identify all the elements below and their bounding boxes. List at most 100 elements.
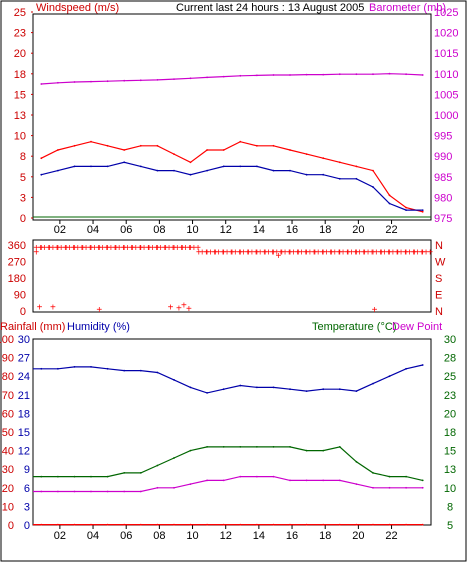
series-point xyxy=(355,165,358,168)
temp-y-tick-label: 28 xyxy=(444,353,456,365)
series-point xyxy=(372,523,374,526)
humidity-y-tick-label: 21 xyxy=(18,390,30,402)
dir-point: + xyxy=(179,243,185,254)
wind-y-tick-label: 13 xyxy=(14,110,26,122)
wind-x-tick-label: 08 xyxy=(153,224,165,236)
dir-point: + xyxy=(183,243,189,254)
dir-point: + xyxy=(232,247,238,258)
dir-point: + xyxy=(96,243,102,254)
baro-y-tick-label: 1010 xyxy=(434,69,458,81)
series-point xyxy=(355,460,358,463)
series-point xyxy=(355,390,358,392)
dir-point: + xyxy=(62,243,68,254)
dir-point: + xyxy=(279,247,285,258)
series-point xyxy=(123,472,126,474)
series-point xyxy=(139,490,142,493)
series-point xyxy=(372,486,374,489)
series-point xyxy=(173,78,175,80)
series-point xyxy=(156,486,159,489)
dir-point: + xyxy=(395,247,401,258)
humidity-label: Humidity (%) xyxy=(67,321,130,333)
dir-point: + xyxy=(286,247,292,258)
series-point xyxy=(222,523,225,526)
series-point xyxy=(173,457,175,459)
dir-point: + xyxy=(419,247,425,258)
dir-point: + xyxy=(87,243,93,254)
baro-y-tick-label: 980 xyxy=(434,192,452,204)
series-point xyxy=(372,472,374,474)
series-point xyxy=(421,74,424,76)
dir-point: + xyxy=(403,247,409,258)
series-point xyxy=(106,523,109,526)
dir-point: + xyxy=(337,247,343,258)
temp-y-tick-label: 25 xyxy=(444,371,456,383)
dir-point: + xyxy=(79,243,85,254)
dir-point: + xyxy=(162,243,168,254)
series-point xyxy=(73,366,76,368)
dir-point: + xyxy=(221,247,227,258)
series-point xyxy=(206,392,209,394)
baro-y-tick-label: 990 xyxy=(434,151,452,163)
dir-point: + xyxy=(171,243,177,254)
dir-point: + xyxy=(146,243,152,254)
series-point xyxy=(305,73,308,76)
series-point xyxy=(421,364,424,366)
series-point xyxy=(189,483,192,485)
wind-x-tick-label: 18 xyxy=(319,224,331,236)
dir-point: + xyxy=(402,247,408,258)
series-point xyxy=(322,479,325,482)
baro-y-tick-label: 1015 xyxy=(434,48,458,60)
dir-point: + xyxy=(427,247,433,258)
dir-point: + xyxy=(237,247,243,258)
wind-y-tick-label: 0 xyxy=(20,213,26,225)
temp-y-tick-label: 13 xyxy=(444,464,456,476)
wind-x-tick-label: 10 xyxy=(186,224,198,236)
series-point xyxy=(338,388,341,391)
series-point xyxy=(338,161,341,164)
series-point xyxy=(405,367,407,370)
dir-point: + xyxy=(130,243,136,254)
series-point xyxy=(173,523,175,526)
series-point xyxy=(372,382,374,385)
wind-x-tick-label: 22 xyxy=(385,224,397,236)
series-point xyxy=(106,80,109,83)
series-point xyxy=(57,490,59,493)
dir-point: + xyxy=(54,243,60,254)
dir-point: + xyxy=(104,243,110,254)
temp-y-tick-label: 18 xyxy=(444,427,456,439)
dir-point: + xyxy=(220,247,226,258)
series-point xyxy=(322,388,325,391)
wind-y-tick-label: 23 xyxy=(14,28,26,40)
humidity-y-tick-label: 30 xyxy=(18,334,30,346)
dir-point: + xyxy=(290,247,296,258)
series-line xyxy=(41,141,423,213)
barometer-label: Barometer (mb) xyxy=(369,2,446,14)
dir-point: + xyxy=(116,243,122,254)
humidity-y-tick-label: 15 xyxy=(18,427,30,439)
series-point xyxy=(106,367,109,370)
dir-compass-label: W xyxy=(435,257,446,269)
series-line xyxy=(33,364,423,394)
series-point xyxy=(156,79,159,81)
dir-compass-label: S xyxy=(435,273,442,285)
baro-y-tick-label: 1005 xyxy=(434,89,458,101)
series-point xyxy=(272,144,275,147)
dir-point: + xyxy=(71,243,77,254)
temp-y-tick-label: 23 xyxy=(444,390,456,402)
dewpoint-label: Dew Point xyxy=(392,321,442,333)
dir-point: + xyxy=(411,247,417,258)
dir-point: + xyxy=(307,247,313,258)
dir-point: + xyxy=(253,247,259,258)
series-point xyxy=(123,161,126,164)
series-point xyxy=(206,523,209,526)
series-point xyxy=(189,161,192,164)
series-point xyxy=(139,369,142,372)
dir-point: + xyxy=(212,247,218,258)
dir-point: + xyxy=(420,247,426,258)
wind-x-tick-label: 16 xyxy=(286,224,298,236)
dir-point: + xyxy=(113,243,119,254)
baro-y-tick-label: 975 xyxy=(434,213,452,225)
series-point xyxy=(57,81,59,84)
dir-point: + xyxy=(178,243,184,254)
